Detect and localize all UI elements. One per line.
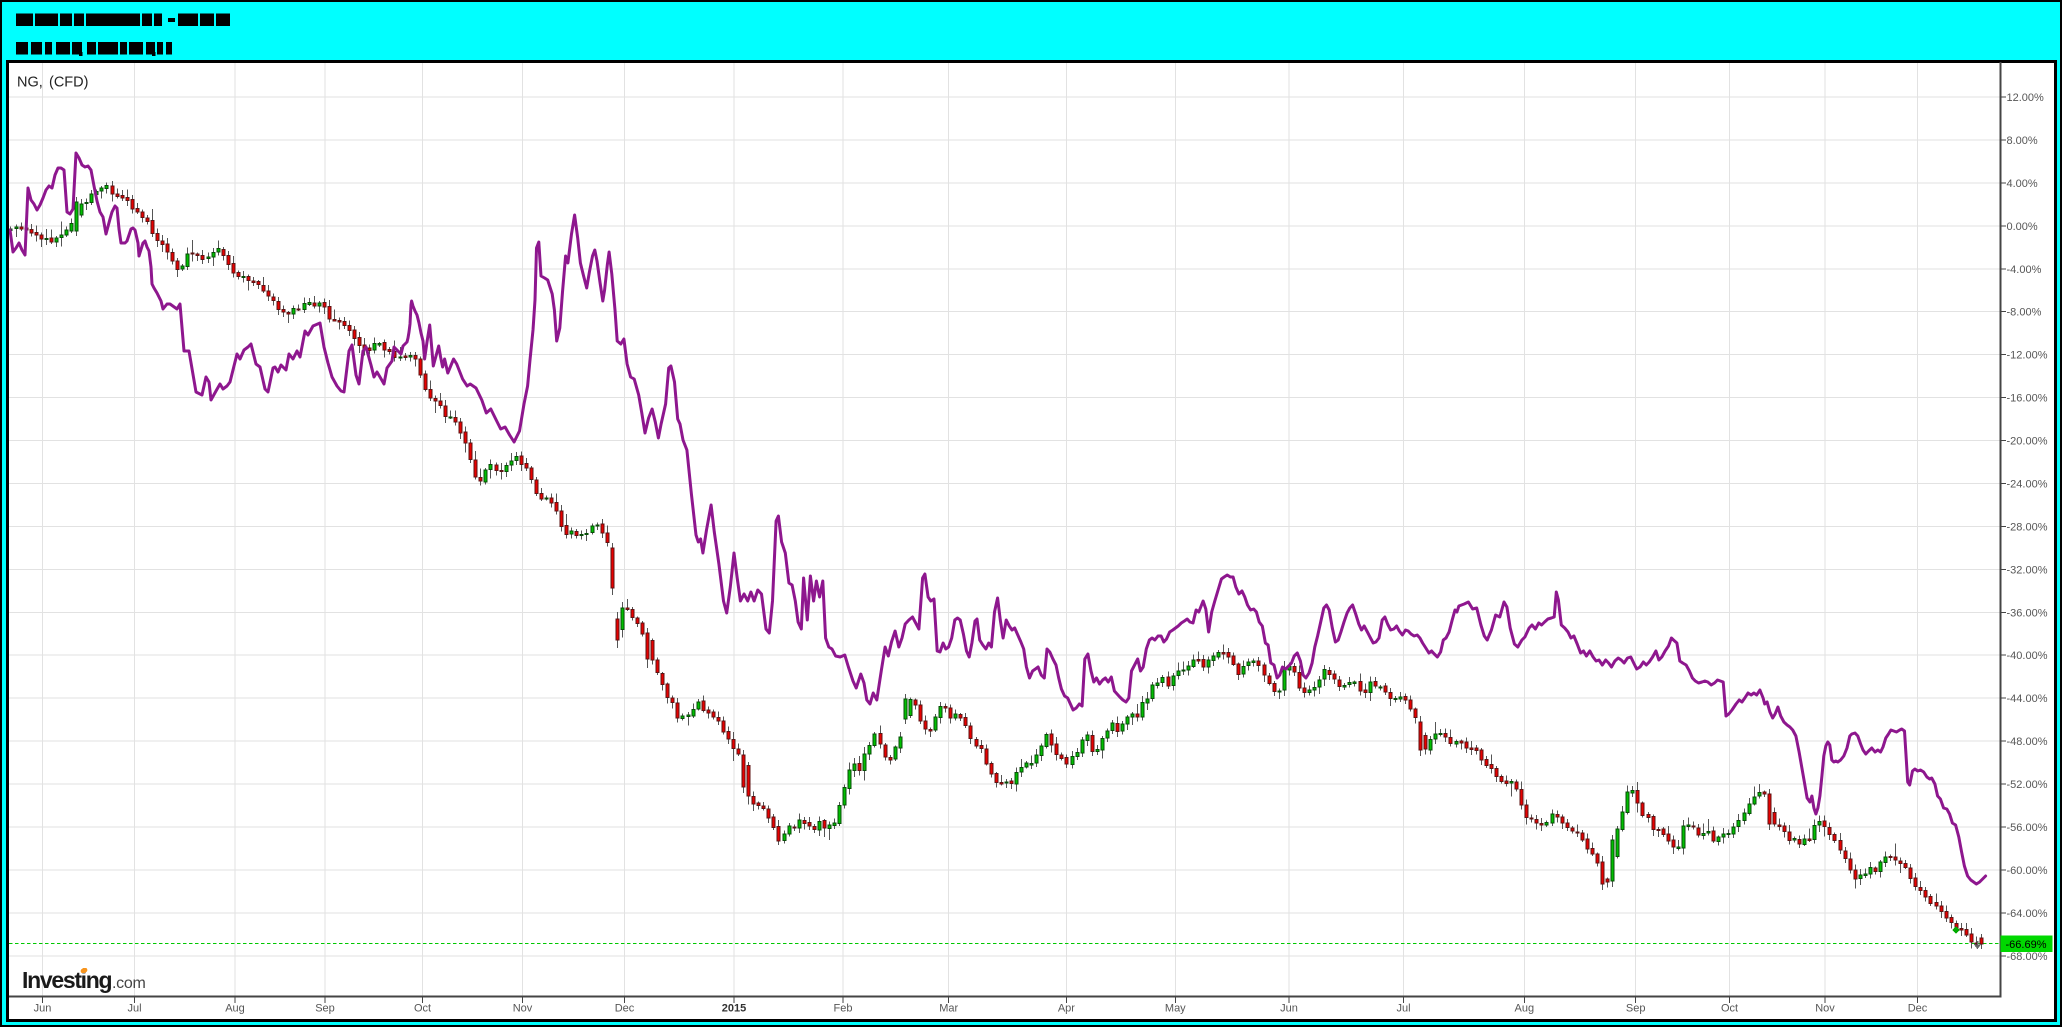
svg-text:Oct: Oct [414,1003,431,1015]
svg-text:Jun: Jun [34,1003,52,1015]
svg-text:12.00%: 12.00% [2007,92,2045,104]
svg-text:Jun: Jun [1280,1003,1298,1015]
svg-text:Aug: Aug [1515,1003,1535,1015]
svg-text:(CFD): (CFD) [49,75,88,91]
svg-text:NG,: NG, [17,75,43,91]
svg-text:-56.00%: -56.00% [2007,822,2048,834]
svg-text:Oct: Oct [1721,1003,1738,1015]
svg-text:Nov: Nov [1815,1003,1835,1015]
svg-text:Nov: Nov [513,1003,533,1015]
svg-text:-8.00%: -8.00% [2007,307,2042,319]
svg-text:-40.00%: -40.00% [2007,650,2048,662]
svg-text:-4.00%: -4.00% [2007,264,2042,276]
svg-text:-48.00%: -48.00% [2007,736,2048,748]
svg-text:2015: 2015 [722,1003,746,1015]
svg-text:-64.00%: -64.00% [2007,908,2048,920]
svg-text:Dec: Dec [615,1003,635,1015]
svg-text:Dec: Dec [1908,1003,1928,1015]
svg-text:-12.00%: -12.00% [2007,350,2048,362]
svg-text:-68.00%: -68.00% [2007,951,2048,963]
svg-text:-16.00%: -16.00% [2007,393,2048,405]
svg-text:-66.69%: -66.69% [2006,939,2047,951]
svg-text:-20.00%: -20.00% [2007,436,2048,448]
svg-text:Mar: Mar [939,1003,958,1015]
svg-text:Apr: Apr [1058,1003,1075,1015]
svg-text:Sep: Sep [1626,1003,1646,1015]
svg-text:8.00%: 8.00% [2007,135,2038,147]
svg-text:.com: .com [112,975,145,992]
svg-text:-24.00%: -24.00% [2007,479,2048,491]
svg-text:-32.00%: -32.00% [2007,564,2048,576]
svg-text:Jul: Jul [1396,1003,1410,1015]
svg-text:Aug: Aug [225,1003,245,1015]
svg-text:Feb: Feb [834,1003,853,1015]
svg-text:-44.00%: -44.00% [2007,693,2048,705]
svg-text:0.00%: 0.00% [2007,221,2038,233]
svg-text:4.00%: 4.00% [2007,178,2038,190]
svg-text:May: May [1165,1003,1186,1015]
svg-text:-36.00%: -36.00% [2007,607,2048,619]
svg-text:-60.00%: -60.00% [2007,865,2048,877]
svg-text:-52.00%: -52.00% [2007,779,2048,791]
svg-text:-28.00%: -28.00% [2007,521,2048,533]
svg-text:Sep: Sep [315,1003,335,1015]
svg-text:Jul: Jul [127,1003,141,1015]
svg-text:Investing: Investing [22,967,112,993]
